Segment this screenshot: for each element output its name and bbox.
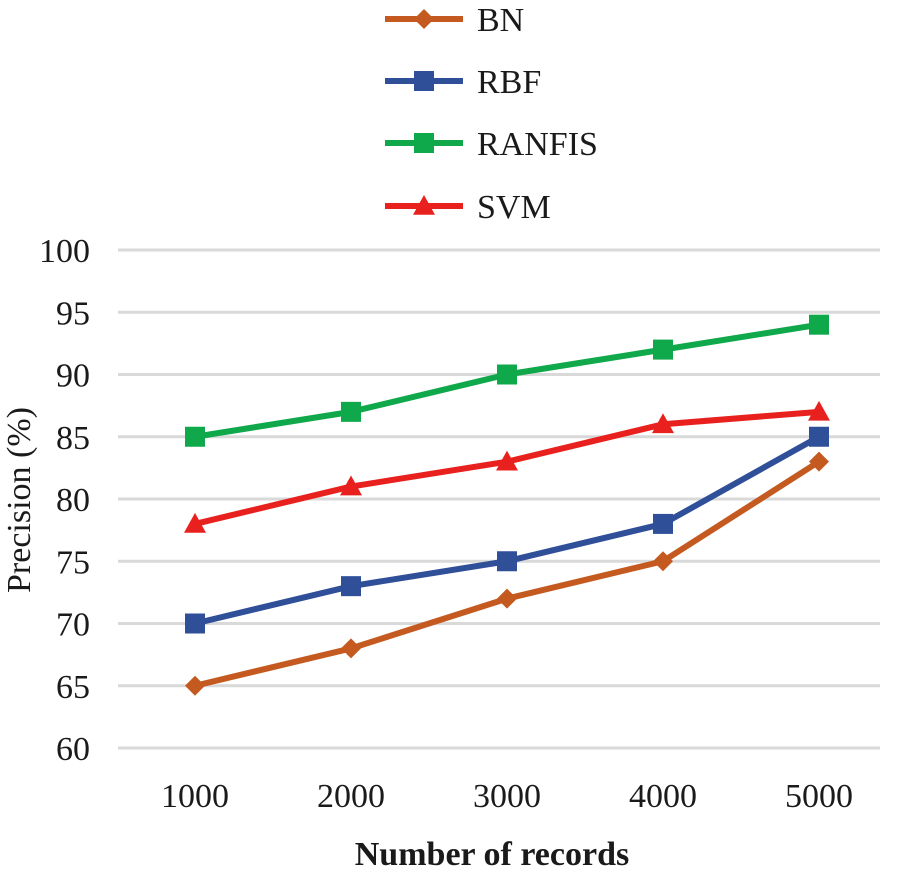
x-axis-title: Number of records	[355, 836, 629, 873]
legend-marker-bn	[414, 9, 434, 29]
series-svm	[184, 400, 830, 533]
x-tick-label: 1000	[161, 778, 229, 815]
x-tick-label: 5000	[785, 778, 853, 815]
legend-item-ranfis: RANFIS	[385, 126, 598, 163]
data-point-bn	[341, 638, 361, 659]
legend-item-rbf: RBF	[385, 64, 541, 101]
legend-item-bn: BN	[385, 2, 524, 39]
data-point-bn	[185, 675, 205, 696]
x-tick-labels: 1000 2000 3000 4000 5000	[161, 778, 853, 815]
data-point-svm	[496, 450, 518, 471]
series-rbf	[185, 426, 829, 634]
gridlines	[118, 248, 880, 750]
x-tick-label: 3000	[473, 778, 541, 815]
data-point-rbf	[653, 513, 673, 534]
data-point-svm	[184, 512, 206, 533]
legend-marker-svm	[413, 195, 435, 215]
y-tick-labels: 60 65 70 75 80 85 90 95 100	[39, 233, 90, 768]
data-point-svm	[808, 400, 830, 421]
series-ranfis	[185, 314, 829, 447]
legend-label-rbf: RBF	[477, 64, 541, 101]
legend-label-bn: BN	[477, 2, 524, 39]
data-point-ranfis	[497, 364, 517, 385]
data-point-ranfis	[653, 339, 673, 360]
data-point-bn	[809, 451, 829, 472]
x-tick-label: 2000	[317, 778, 385, 815]
data-point-bn	[653, 551, 673, 572]
data-point-rbf	[497, 551, 517, 572]
legend-label-svm: SVM	[477, 189, 551, 226]
series-bn	[185, 451, 829, 696]
legend: BN RBF RANFIS SVM	[385, 2, 598, 226]
series-line-bn	[194, 459, 821, 689]
data-point-rbf	[809, 426, 829, 447]
x-tick-label: 4000	[629, 778, 697, 815]
data-point-svm	[340, 475, 362, 496]
y-axis-title: Precision (%)	[1, 407, 38, 593]
y-tick-label: 100	[39, 233, 90, 270]
y-tick-label: 80	[56, 482, 90, 519]
legend-item-svm: SVM	[385, 189, 551, 226]
y-tick-label: 70	[56, 607, 90, 644]
legend-marker-rbf	[414, 71, 434, 91]
legend-marker-ranfis	[414, 133, 434, 153]
series-lines	[184, 314, 830, 696]
legend-label-ranfis: RANFIS	[477, 126, 598, 163]
y-tick-label: 60	[56, 731, 90, 768]
data-point-rbf	[341, 576, 361, 597]
y-tick-label: 85	[56, 420, 90, 457]
y-tick-label: 65	[56, 669, 90, 706]
data-point-ranfis	[809, 314, 829, 335]
y-tick-label: 95	[56, 295, 90, 332]
data-point-ranfis	[185, 426, 205, 447]
y-tick-label: 90	[56, 358, 90, 395]
data-point-bn	[497, 588, 517, 609]
y-tick-label: 75	[56, 544, 90, 581]
data-point-svm	[652, 413, 674, 434]
data-point-ranfis	[341, 401, 361, 422]
data-point-rbf	[185, 613, 205, 634]
